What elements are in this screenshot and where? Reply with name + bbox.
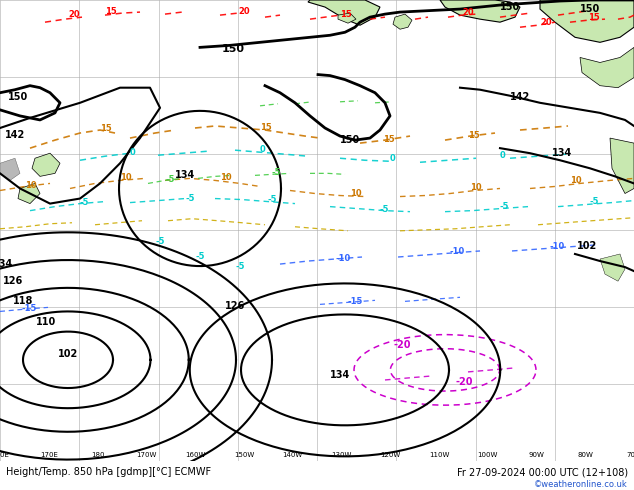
Text: 102: 102	[577, 241, 597, 251]
Text: -10: -10	[335, 254, 350, 263]
Text: 20: 20	[540, 18, 552, 27]
Text: 10: 10	[220, 173, 231, 182]
Text: Height/Temp. 850 hPa [gdmp][°C] ECMWF: Height/Temp. 850 hPa [gdmp][°C] ECMWF	[6, 467, 212, 477]
Polygon shape	[32, 153, 60, 176]
Polygon shape	[600, 254, 625, 281]
Text: -5: -5	[272, 169, 281, 177]
Text: -5: -5	[235, 262, 245, 271]
Polygon shape	[440, 0, 520, 22]
Text: 15: 15	[340, 10, 352, 19]
Text: 15: 15	[260, 123, 272, 132]
Polygon shape	[610, 138, 634, 194]
Text: 0: 0	[390, 154, 396, 163]
Text: 110: 110	[36, 317, 56, 326]
Text: 110W: 110W	[429, 452, 449, 458]
Text: 118: 118	[13, 296, 34, 306]
Polygon shape	[540, 0, 634, 42]
Text: 102: 102	[58, 349, 78, 359]
Text: 10: 10	[120, 173, 132, 182]
Text: 150: 150	[340, 135, 360, 145]
Text: 90W: 90W	[529, 452, 545, 458]
Text: 15: 15	[383, 135, 395, 144]
Text: 130E: 130E	[0, 452, 9, 458]
Polygon shape	[0, 158, 20, 180]
Text: 20: 20	[68, 10, 80, 19]
Text: 170W: 170W	[136, 452, 157, 458]
Text: 20: 20	[462, 8, 474, 17]
Text: 10: 10	[570, 176, 581, 185]
Text: 150: 150	[580, 4, 600, 14]
Text: 130W: 130W	[331, 452, 352, 458]
Polygon shape	[18, 183, 40, 203]
Text: 134: 134	[552, 148, 573, 158]
Text: -5: -5	[268, 195, 278, 203]
Text: 160W: 160W	[185, 452, 205, 458]
Text: 142: 142	[510, 92, 530, 102]
Polygon shape	[393, 14, 412, 29]
Text: 134: 134	[0, 259, 13, 269]
Text: 150W: 150W	[234, 452, 254, 458]
Text: 70W: 70W	[626, 452, 634, 458]
Text: 15: 15	[588, 13, 600, 22]
Text: 10: 10	[470, 183, 482, 193]
Text: 126: 126	[225, 301, 245, 312]
Text: -5: -5	[165, 175, 174, 184]
Text: 180: 180	[91, 452, 104, 458]
Text: -15: -15	[348, 297, 363, 306]
Text: 10: 10	[25, 181, 37, 191]
Text: 15: 15	[105, 7, 117, 16]
Text: 20: 20	[238, 7, 250, 16]
Text: -10: -10	[450, 247, 465, 256]
Polygon shape	[580, 48, 634, 88]
Text: 170E: 170E	[40, 452, 58, 458]
Text: 142: 142	[5, 130, 25, 140]
Text: -5: -5	[500, 201, 510, 211]
Text: 15: 15	[100, 124, 112, 133]
Text: 0: 0	[500, 151, 506, 160]
Text: -20: -20	[455, 377, 472, 387]
Text: -20: -20	[393, 340, 410, 350]
Text: 10: 10	[350, 189, 361, 197]
Text: 15: 15	[468, 131, 480, 140]
Text: -10: -10	[550, 242, 566, 251]
Text: -5: -5	[80, 197, 89, 207]
Text: 134: 134	[330, 370, 350, 380]
Text: 100W: 100W	[477, 452, 498, 458]
Text: 120W: 120W	[380, 452, 400, 458]
Text: 150: 150	[222, 45, 245, 54]
Text: -5: -5	[590, 196, 600, 206]
Text: 150: 150	[500, 2, 521, 12]
Text: -5: -5	[185, 194, 195, 202]
Text: 80W: 80W	[578, 452, 593, 458]
Text: -5: -5	[380, 205, 389, 214]
Text: 134: 134	[175, 171, 195, 180]
Polygon shape	[308, 0, 380, 25]
Text: -5: -5	[155, 237, 164, 246]
Text: 0: 0	[130, 148, 136, 157]
Text: Fr 27-09-2024 00:00 UTC (12+108): Fr 27-09-2024 00:00 UTC (12+108)	[456, 467, 628, 477]
Text: 150: 150	[8, 92, 29, 102]
Polygon shape	[338, 13, 356, 23]
Text: 0: 0	[260, 145, 266, 154]
Text: -5: -5	[195, 252, 205, 261]
Text: 140W: 140W	[283, 452, 303, 458]
Text: ©weatheronline.co.uk: ©weatheronline.co.uk	[534, 480, 628, 489]
Text: -15: -15	[22, 304, 37, 314]
Text: 126: 126	[3, 276, 23, 286]
